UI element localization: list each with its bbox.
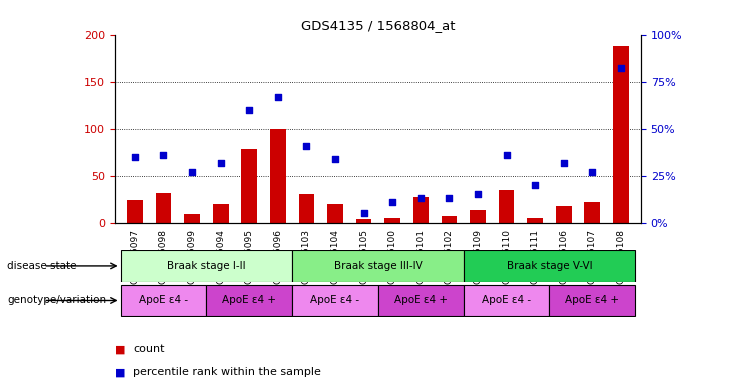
Bar (121, 285, 206, 316)
Point (329, 156, 341, 162)
Bar (242, 149, 257, 223)
Point (558, 159, 570, 166)
Point (586, 169, 598, 175)
Text: ■: ■ (115, 367, 125, 377)
Point (272, 94, 284, 100)
Bar (299, 195, 314, 223)
Text: Braak stage V-VI: Braak stage V-VI (507, 261, 592, 271)
Bar (292, 285, 378, 316)
Bar (470, 210, 486, 223)
Bar (121, 250, 292, 281)
Text: ■: ■ (115, 344, 125, 354)
Point (529, 182, 541, 188)
Bar (385, 218, 400, 223)
Text: disease state: disease state (7, 261, 77, 271)
Text: genotype/variation: genotype/variation (7, 295, 107, 306)
Bar (356, 219, 371, 223)
Bar (499, 190, 514, 223)
Bar (206, 285, 292, 316)
Point (386, 199, 398, 205)
Point (358, 210, 370, 217)
Text: ApoE ε4 -: ApoE ε4 - (310, 295, 359, 306)
Text: ApoE ε4 -: ApoE ε4 - (482, 295, 531, 306)
Bar (127, 200, 143, 223)
Bar (185, 214, 200, 223)
Bar (528, 218, 543, 223)
Point (186, 169, 198, 175)
Point (415, 195, 427, 201)
Point (501, 152, 513, 158)
Point (472, 192, 484, 198)
Text: Braak stage III-IV: Braak stage III-IV (333, 261, 422, 271)
Text: ApoE ε4 +: ApoE ε4 + (393, 295, 448, 306)
Point (158, 152, 170, 158)
Bar (292, 250, 464, 281)
Point (215, 159, 227, 166)
Bar (442, 216, 457, 223)
Bar (464, 285, 550, 316)
Text: percentile rank within the sample: percentile rank within the sample (133, 367, 322, 377)
Point (615, 65, 627, 71)
Bar (550, 285, 635, 316)
Bar (270, 129, 286, 223)
Point (243, 107, 255, 113)
Point (129, 154, 141, 160)
Point (443, 195, 455, 201)
Point (301, 142, 313, 149)
Bar (585, 202, 600, 223)
Text: Braak stage I-II: Braak stage I-II (167, 261, 246, 271)
Bar (156, 193, 171, 223)
Text: ApoE ε4 -: ApoE ε4 - (139, 295, 188, 306)
Text: ApoE ε4 +: ApoE ε4 + (222, 295, 276, 306)
Bar (378, 285, 464, 316)
Text: ApoE ε4 +: ApoE ε4 + (565, 295, 619, 306)
Bar (213, 204, 228, 223)
Bar (464, 250, 635, 281)
Bar (328, 204, 343, 223)
Title: GDS4135 / 1568804_at: GDS4135 / 1568804_at (301, 19, 455, 32)
Bar (556, 206, 571, 223)
Text: count: count (133, 344, 165, 354)
Bar (413, 197, 428, 223)
Bar (613, 46, 629, 223)
